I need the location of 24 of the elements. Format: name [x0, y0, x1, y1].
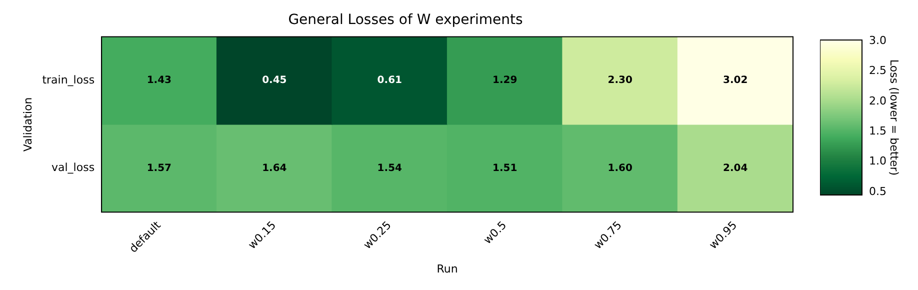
color-bar-title: Loss (lower = better) [888, 59, 901, 176]
color-bar-label: 1.0 [869, 154, 886, 168]
color-bar-label: 1.5 [869, 124, 886, 138]
data-label: 1.64 [262, 162, 287, 174]
data-label: 0.45 [262, 75, 287, 86]
data-label: 1.29 [492, 75, 518, 86]
y-tick-label: train_loss [42, 73, 95, 86]
data-label: 1.60 [608, 162, 633, 174]
color-bar-label: 2.0 [869, 94, 886, 108]
data-label: 1.51 [492, 162, 518, 174]
y-tick-label: val_loss [51, 161, 95, 174]
data-label: 1.57 [146, 162, 172, 174]
color-bar-label: 0.5 [869, 184, 886, 198]
data-label: 1.54 [377, 162, 402, 174]
chart-title: General Losses of W experiments [288, 12, 523, 28]
x-axis-title: Run [436, 262, 458, 276]
data-label: 2.04 [723, 162, 748, 174]
color-bar-label: 2.5 [869, 64, 886, 78]
data-label: 0.61 [377, 75, 402, 86]
data-label: 1.43 [146, 75, 172, 86]
data-label: 3.02 [723, 75, 748, 86]
color-bar-label: 3.0 [869, 34, 886, 48]
data-label: 2.30 [608, 75, 633, 86]
y-axis-title: Validation [21, 97, 34, 152]
